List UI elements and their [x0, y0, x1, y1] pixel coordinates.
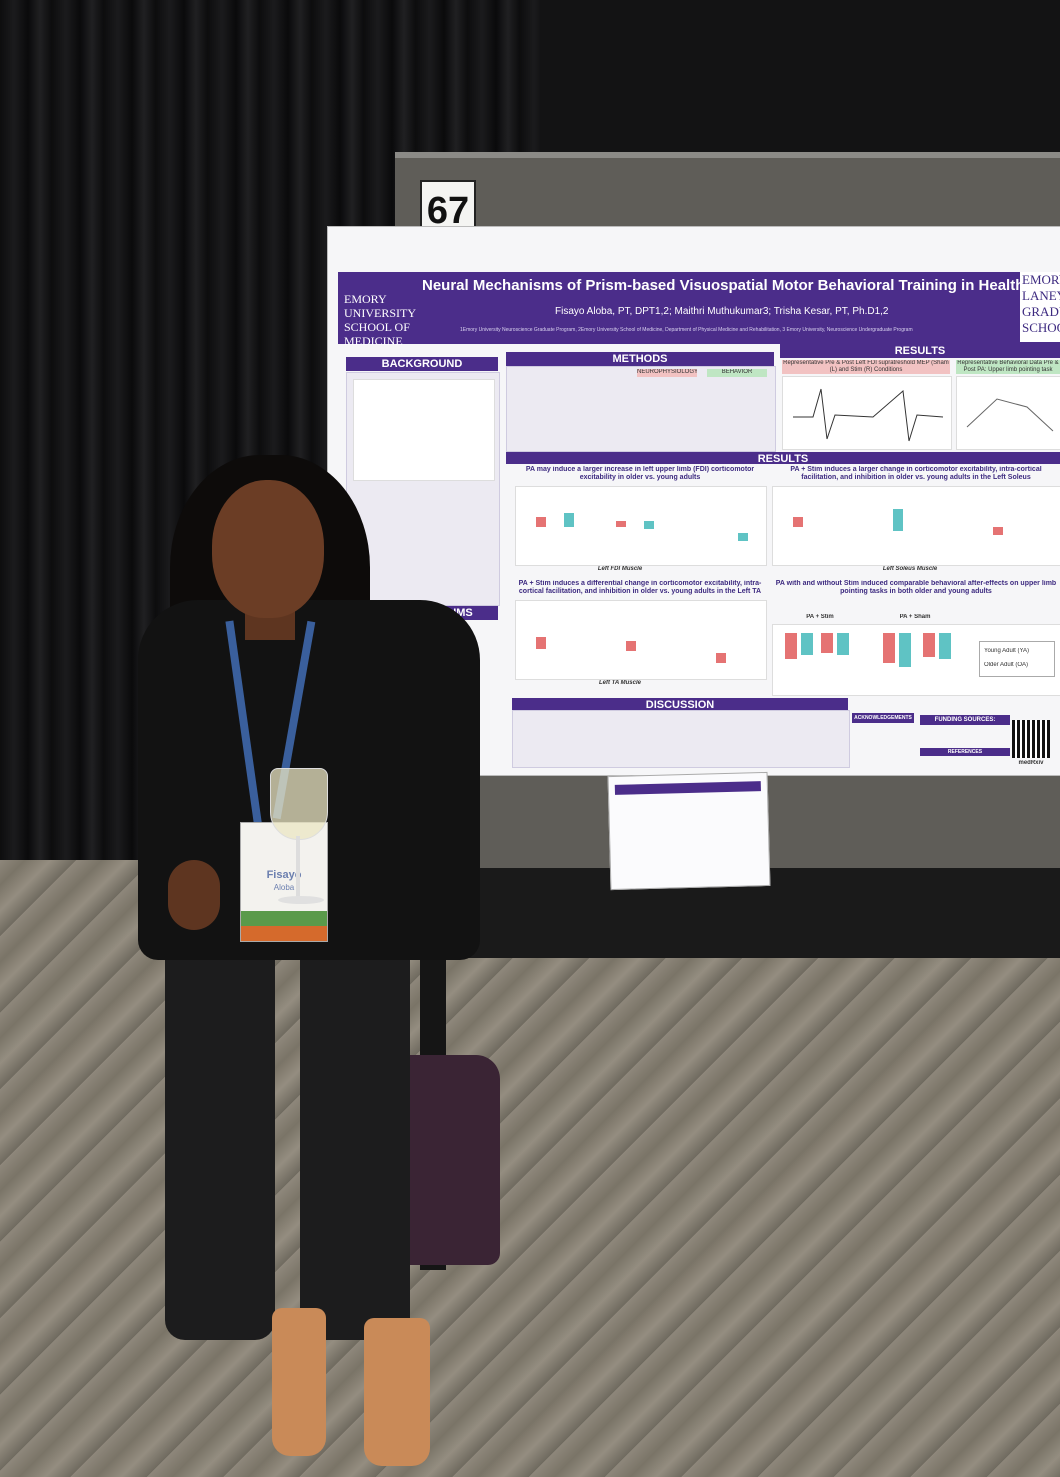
funding-heading: FUNDING SOURCES: [920, 715, 1010, 725]
person-hand [168, 860, 220, 930]
badge-stripe [241, 911, 327, 941]
results-heading-main: RESULTS [506, 452, 1060, 465]
beh-stim-ya-1 [785, 633, 797, 659]
poster-handout [607, 771, 771, 891]
sici-bar-oa [738, 533, 748, 541]
label-fdi-muscle: Left FDI Muscle [597, 566, 643, 572]
beh-stim-oa-2 [837, 633, 849, 655]
beh-sham-oa-1 [899, 633, 911, 667]
fdi-charts [515, 486, 767, 566]
soleus-bar-ya [793, 517, 803, 527]
right-boot [364, 1318, 430, 1466]
results-heading-top: RESULTS [780, 344, 1060, 358]
person-left-leg [165, 930, 275, 1340]
label-ta-muscle: Left TA Muscle [598, 680, 641, 686]
left-boot [272, 1308, 326, 1456]
pointing-svg [966, 398, 1054, 432]
wine-glass-icon [270, 768, 328, 840]
label-soleus-muscle: Left Soleus Muscle [882, 566, 938, 572]
beh-sham-oa-2 [939, 633, 951, 659]
beh-stim-oa-1 [801, 633, 813, 655]
icf-bar-oa [644, 521, 654, 529]
qr-code-icon [1012, 720, 1050, 758]
legend-older: Older Adult (OA) [984, 662, 1029, 668]
beh-sham-ya-1 [883, 633, 895, 663]
methods-panel: NEUROPHYSIOLOGY BEHAVIOR [506, 366, 776, 452]
acknowledgements-heading: ACKNOWLEDGEMENTS [852, 713, 914, 723]
discussion-heading: DISCUSSION [512, 698, 848, 711]
behavior-charts: Young Adult (YA) Older Adult (OA) [772, 624, 1060, 696]
background-heading: BACKGROUND [346, 357, 498, 371]
person-right-leg [300, 930, 410, 1340]
behavior-legend: Young Adult (YA) Older Adult (OA) [979, 641, 1055, 677]
fdi-bar-oa [564, 513, 574, 527]
subhead-fdi: PA may induce a larger increase in left … [525, 466, 755, 481]
handout-banner [614, 781, 761, 795]
background-panel [346, 372, 500, 606]
person-face [212, 480, 324, 618]
emory-medicine-logo: EMORY UNIVERSITY SCHOOL OF MEDICINE [344, 292, 416, 348]
name-badge: Fisayo Aloba [240, 822, 328, 942]
results-mep-caption: Representative Pre & Post Left FDI supra… [782, 360, 950, 374]
legend-young: Young Adult (YA) [984, 648, 1030, 654]
methods-tab-neuro: NEUROPHYSIOLOGY [637, 369, 697, 377]
badge-first-name: Fisayo [266, 869, 302, 881]
badge-last-name: Aloba [273, 883, 295, 892]
background-figure [353, 379, 495, 481]
ta-icf-ya [626, 641, 636, 651]
fdi-bar-ya [536, 517, 546, 527]
poster-authors: Fisayo Aloba, PT, DPT1,2; Maithri Muthuk… [555, 306, 889, 317]
wine-glass-foot [278, 896, 324, 904]
label-pa-sham: PA + Sham [899, 614, 931, 620]
ta-sici-ya [716, 653, 726, 663]
subhead-ta: PA + Stim induces a differential change … [518, 580, 762, 595]
soleus-sici-ya [993, 527, 1003, 535]
beh-sham-ya-2 [923, 633, 935, 657]
soleus-bar-oa [893, 509, 903, 531]
methods-heading: METHODS [506, 352, 774, 366]
beh-stim-ya-2 [821, 633, 833, 653]
references-heading: REFERENCES [920, 748, 1010, 756]
results-behavior-caption: Representative Behavioral Data Pre & Pos… [956, 360, 1060, 374]
subhead-behavior: PA with and without Stim induced compara… [775, 580, 1057, 595]
ta-bar-ya [536, 637, 546, 649]
pointing-figure [956, 376, 1060, 450]
discussion-panel [512, 710, 850, 768]
qr-label: medRxiv [1018, 760, 1044, 766]
methods-tab-behavior: BEHAVIOR [707, 369, 767, 377]
mep-trace-svg [793, 388, 944, 442]
wine-glass-stem [296, 836, 300, 900]
poster-affiliations: 1Emory University Neuroscience Graduate … [460, 327, 913, 333]
ta-charts [515, 600, 767, 680]
mep-trace-figure [782, 376, 952, 450]
label-pa-stim: PA + Stim [806, 614, 834, 620]
subhead-soleus: PA + Stim induces a larger change in cor… [790, 466, 1042, 481]
poster-banner [338, 272, 1060, 344]
poster-title: Neural Mechanisms of Prism-based Visuosp… [422, 277, 1060, 294]
soleus-charts [772, 486, 1060, 566]
icf-bar-ya [616, 521, 626, 527]
emory-laney-logo: EMORY LANEY GRADUATE SCHOOL [1020, 272, 1060, 342]
